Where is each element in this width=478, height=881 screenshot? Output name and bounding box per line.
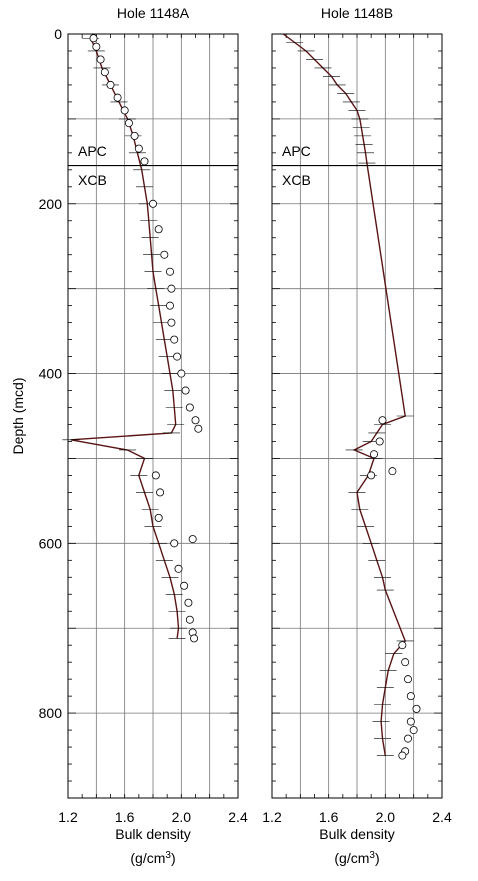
sample-point <box>120 106 129 115</box>
sample-point <box>409 726 418 735</box>
x-tick-label: 2.4 <box>228 809 248 825</box>
sample-point <box>149 199 158 208</box>
sample-point <box>151 471 160 480</box>
grid <box>272 34 442 798</box>
sample-point <box>403 675 412 684</box>
annotation-apc: APC <box>282 143 311 159</box>
panel-title: Hole 1148B <box>321 5 393 21</box>
sample-point <box>106 80 115 89</box>
sample-point <box>177 369 186 378</box>
sample-point <box>113 93 122 102</box>
sample-point <box>398 751 407 760</box>
sample-point <box>170 539 179 548</box>
sample-point <box>412 704 421 713</box>
panel-title: Hole 1148A <box>117 5 190 21</box>
sample-point <box>167 284 176 293</box>
sample-point <box>401 658 410 667</box>
x-axis-unit: (g/cm3) <box>334 850 379 867</box>
sample-point <box>96 55 105 64</box>
sample-point <box>388 467 397 476</box>
sample-point <box>124 119 133 128</box>
sample-point <box>100 68 109 77</box>
sample-point <box>184 598 193 607</box>
x-axis-unit-text: (g/cm <box>130 850 165 866</box>
x-tick-label: 2.4 <box>432 809 452 825</box>
sample-point <box>180 581 189 590</box>
x-tick-label: 1.2 <box>58 809 78 825</box>
x-axis-label: Bulk density <box>319 826 394 842</box>
sample-point <box>130 131 139 140</box>
sample-point <box>167 318 176 327</box>
y-tick-label: 600 <box>39 535 63 551</box>
sample-point <box>375 437 384 446</box>
sample-point <box>154 225 163 234</box>
x-axis-unit-sup: 3 <box>369 850 375 861</box>
y-tick-label: 0 <box>54 26 62 42</box>
tick-marks <box>67 33 239 799</box>
sample-point <box>185 615 194 624</box>
sample-point <box>398 641 407 650</box>
data-marks <box>62 34 203 643</box>
x-tick-label: 2.0 <box>172 809 192 825</box>
sample-point <box>174 564 183 573</box>
y-axis-label: Depth (mcd) <box>10 377 26 454</box>
sample-point <box>185 403 194 412</box>
x-axis-unit: (g/cm3) <box>130 850 175 867</box>
sample-point <box>173 352 182 361</box>
sample-point <box>170 335 179 344</box>
sample-point <box>166 267 175 276</box>
sample-point <box>154 513 163 522</box>
sample-point <box>134 144 143 153</box>
sample-point <box>367 471 376 480</box>
sample-point <box>92 42 101 51</box>
sample-point <box>160 250 169 259</box>
sample-point <box>378 416 387 425</box>
sample-point <box>156 488 165 497</box>
y-tick-labels: 0 200 400 600 800 <box>39 26 63 721</box>
x-axis-unit-text: (g/cm <box>334 850 369 866</box>
sample-point <box>188 535 197 544</box>
annotation-xcb: XCB <box>282 172 311 188</box>
panel-hole-1148a: APC XCB Hole 1148A 1.2 1.6 2.0 2.4 0 200 400 6… <box>10 5 248 866</box>
sample-point <box>190 634 199 643</box>
sample-point <box>403 734 412 743</box>
sample-point <box>370 450 379 459</box>
sample-point <box>166 301 175 310</box>
x-axis-unit-close: ) <box>171 850 176 866</box>
tick-marks <box>271 33 443 799</box>
x-tick-label: 1.6 <box>319 809 339 825</box>
x-tick-label: 1.6 <box>115 809 135 825</box>
x-tick-labels: 1.2 1.6 2.0 2.4 <box>262 809 452 825</box>
sample-point <box>89 34 98 43</box>
sample-point <box>181 386 190 395</box>
annotation-xcb: XCB <box>78 172 107 188</box>
x-axis-label: Bulk density <box>115 826 190 842</box>
data-marks <box>274 33 421 760</box>
sample-point <box>140 157 149 166</box>
x-axis-unit-close: ) <box>375 850 380 866</box>
y-tick-label: 800 <box>39 705 63 721</box>
x-tick-labels: 1.2 1.6 2.0 2.4 <box>58 809 248 825</box>
x-axis-unit-sup: 3 <box>165 850 171 861</box>
x-tick-label: 2.0 <box>376 809 396 825</box>
sample-point <box>191 416 200 425</box>
y-tick-label: 200 <box>39 196 63 212</box>
sample-point <box>406 717 415 726</box>
panel-hole-1148b: APC XCB Hole 1148B 1.2 1.6 2.0 2.4 Bulk den… <box>262 5 452 866</box>
annotation-apc: APC <box>78 143 107 159</box>
x-tick-label: 1.2 <box>262 809 282 825</box>
sample-point <box>406 692 415 701</box>
gra-density-line <box>282 33 407 756</box>
sample-point <box>194 424 203 433</box>
y-tick-label: 400 <box>39 366 63 382</box>
